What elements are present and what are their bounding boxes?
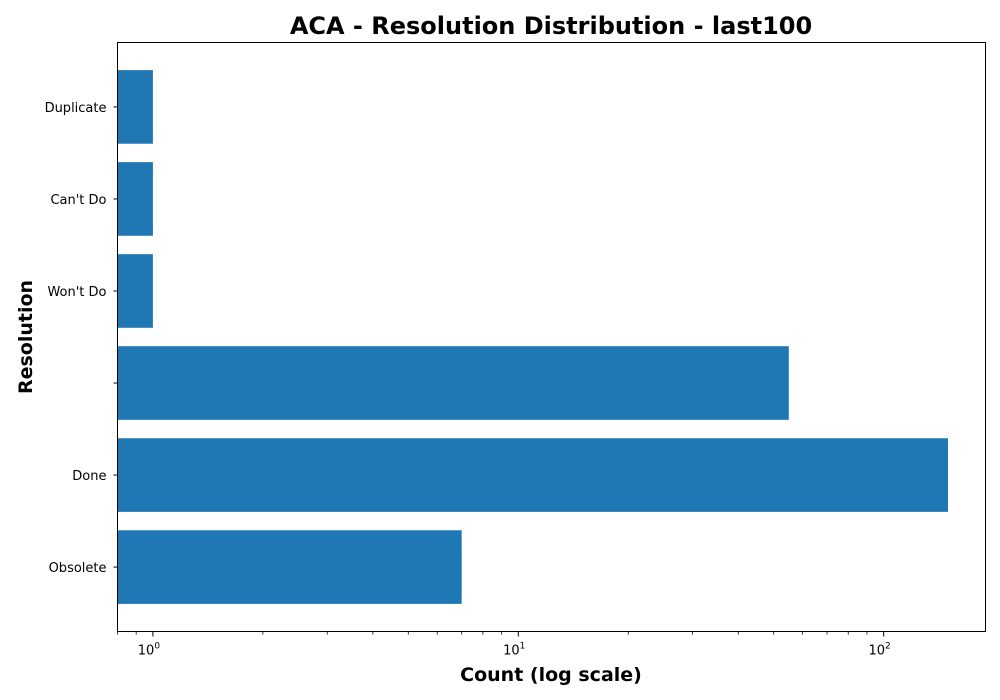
bars-group xyxy=(117,70,948,604)
y-axis-label: Resolution xyxy=(15,280,37,394)
bar-unlabeled xyxy=(117,346,789,420)
y-tick-label: Done xyxy=(72,469,106,484)
y-axis: Obsolete Done Won't Do Can't Do Duplicate xyxy=(45,101,118,576)
y-tick-label: Duplicate xyxy=(45,101,107,116)
y-tick-label: Won't Do xyxy=(47,285,106,300)
bar-can-t-do xyxy=(117,162,153,236)
bar-won-t-do xyxy=(117,254,153,328)
y-tick-label: Obsolete xyxy=(49,561,107,576)
x-tick-label: 102 xyxy=(869,642,891,659)
x-axis: 100 101 102 xyxy=(117,631,891,659)
x-tick-label: 101 xyxy=(503,642,525,659)
x-axis-label: Count (log scale) xyxy=(460,664,642,686)
y-tick-label: Can't Do xyxy=(50,193,106,208)
bar-duplicate xyxy=(117,70,153,144)
x-tick-label: 100 xyxy=(138,642,161,659)
bar-obsolete xyxy=(117,530,462,604)
plot-frame xyxy=(117,42,986,632)
bar-done xyxy=(117,438,948,512)
chart-title: ACA - Resolution Distribution - last100 xyxy=(290,12,812,40)
